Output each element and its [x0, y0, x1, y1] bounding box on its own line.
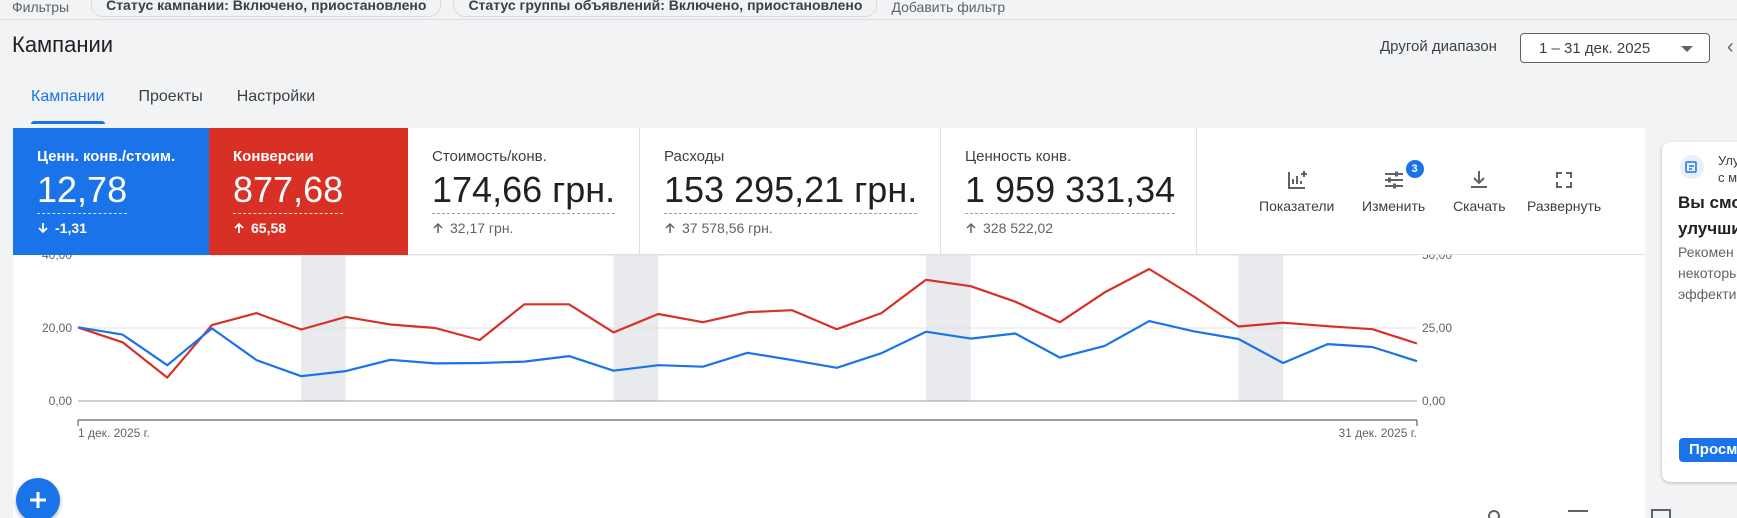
recommendation-title: Улу с м [1718, 152, 1737, 186]
metric-delta: 65,58 [233, 220, 286, 236]
right-axis-tick-label: 50,00 [1422, 255, 1452, 262]
series-line [77, 319, 1418, 378]
performance-chart: 40,00 20,00 0,00 50,00 25,00 0,00 1 дек. 2025 … [42, 255, 1452, 440]
metric-label: Конверсии [233, 148, 314, 165]
recommendation-title-line: с м [1718, 170, 1737, 185]
tab-projects[interactable]: Проекты [138, 88, 203, 105]
plus-icon [30, 492, 46, 508]
metric-value: 1 959 331,34 [965, 168, 1176, 214]
chart-add-icon [1287, 171, 1307, 189]
date-range-label: Другой диапазон [1380, 38, 1497, 55]
expand-button-label: Развернуть [1527, 198, 1602, 214]
metric-delta: -1,31 [37, 220, 87, 236]
tab-settings[interactable]: Настройки [236, 88, 316, 105]
x-axis-end-label: 31 дек. 2025 г. [1338, 426, 1417, 440]
create-button[interactable] [16, 478, 60, 518]
metric-label: Ценн. конв./стоим. [37, 148, 176, 165]
filters-label: Фильтры [12, 0, 70, 15]
left-axis-tick-label: 40,00 [42, 255, 72, 262]
left-axis-tick-label: 0,00 [49, 394, 73, 408]
left-axis-tick-label: 20,00 [42, 321, 72, 335]
metric-value: 174,66 грн. [432, 168, 616, 214]
recommendation-icon [1680, 155, 1704, 179]
metric-delta-value: 65,58 [251, 220, 287, 236]
metric-delta-value: 37 578,56 грн. [682, 220, 773, 236]
expand-button[interactable]: Развернуть [1527, 168, 1601, 214]
recommendation-body-line: некоторы [1678, 265, 1737, 281]
tab-bar: Кампании Проекты Настройки [0, 88, 332, 124]
recommendation-body-line: эффекти [1678, 286, 1737, 302]
metric-label: Расходы [664, 148, 725, 165]
metric-delta: 32,17 грн. [432, 220, 513, 236]
modify-button-label: Изменить [1362, 198, 1426, 214]
add-filter-link[interactable]: Добавить фильтр [891, 0, 1006, 15]
filter-chip-campaign-status[interactable]: Статус кампании: Включено, приостановлен… [91, 0, 442, 17]
metric-delta-value: 32,17 грн. [450, 220, 514, 236]
performance-card: Ценн. конв./стоим. 12,78 -1,31 Конверсии… [13, 128, 1645, 518]
metric-tile-cost[interactable]: Расходы 153 295,21 грн. 37 578,56 грн. [640, 128, 941, 255]
metric-tiles: Ценн. конв./стоим. 12,78 -1,31 Конверсии… [13, 128, 1645, 255]
recommendation-panel[interactable]: Улу с м Вы смож улучшит Рекомен некоторы… [1662, 142, 1737, 482]
metric-label: Ценность конв. [965, 148, 1072, 165]
view-recommendation-button[interactable]: Просм [1679, 438, 1737, 462]
date-range-dropdown[interactable]: 1 – 31 дек. 2025 [1520, 33, 1710, 63]
right-axis-tick-label: 25,00 [1422, 321, 1452, 335]
chart-series [77, 267, 1418, 379]
chevron-down-icon [1681, 46, 1693, 52]
download-button-label: Скачать [1453, 198, 1506, 214]
metric-tile-conversions[interactable]: Конверсии 877,68 65,58 [209, 128, 408, 255]
download-icon [1471, 171, 1488, 188]
tune-icon [1384, 171, 1403, 189]
metric-tile-conv-value[interactable]: Ценность конв. 1 959 331,34 328 522,02 [941, 128, 1197, 255]
arrow-down-icon [38, 223, 48, 234]
chart-toolbar: Показатели 3 Изменить Скачать Развернуть [1197, 128, 1645, 255]
arrow-up-icon [665, 222, 675, 233]
modify-count-badge: 3 [1405, 160, 1424, 178]
metrics-button[interactable]: Показатели [1259, 168, 1334, 214]
metric-delta: 37 578,56 грн. [664, 220, 773, 236]
metric-tile-conv-value-cost[interactable]: Ценн. конв./стоим. 12,78 -1,31 [13, 128, 209, 255]
recommendation-heading-line: Вы смож [1678, 193, 1737, 212]
metric-value: 12,78 [37, 168, 128, 214]
x-axis-start-label: 1 дек. 2025 г. [78, 426, 150, 440]
metric-value: 877,68 [233, 168, 344, 214]
recommendation-body: Рекомен некоторы эффекти [1678, 242, 1737, 305]
modify-button[interactable]: 3 Изменить [1362, 160, 1426, 214]
page-title: Кампании [12, 32, 114, 57]
metric-delta-value: -1,31 [55, 220, 87, 236]
metric-tile-cost-per-conv[interactable]: Стоимость/конв. 174,66 грн. 32,17 грн. [408, 128, 640, 255]
filter-bar: Фильтры Статус кампании: Включено, приос… [0, 0, 1737, 20]
download-button[interactable]: Скачать [1453, 168, 1506, 214]
recommendation-heading-line: улучшит [1678, 219, 1737, 238]
recommendation-heading: Вы смож улучшит [1678, 190, 1737, 242]
series-line [77, 267, 1418, 379]
filter-icon[interactable] [1566, 508, 1590, 518]
arrow-up-icon [433, 222, 443, 233]
arrow-up-icon [234, 222, 244, 233]
chart-gridlines [77, 255, 1418, 426]
metrics-button-label: Показатели [1259, 198, 1335, 214]
recommendation-body-line: Рекомен [1678, 244, 1734, 260]
metric-value: 153 295,21 грн. [664, 168, 918, 214]
chart-axis-labels: 40,00 20,00 0,00 50,00 25,00 0,00 1 дек. 2025 … [42, 255, 1452, 440]
columns-icon[interactable] [1650, 508, 1672, 518]
search-icon[interactable] [1486, 508, 1506, 518]
fullscreen-icon [1556, 172, 1573, 188]
date-range-value: 1 – 31 дек. 2025 [1539, 39, 1651, 57]
arrow-up-icon [966, 222, 976, 233]
metric-label: Стоимость/конв. [432, 148, 547, 165]
filter-chip-adgroup-status[interactable]: Статус группы объявлений: Включено, прио… [453, 0, 878, 17]
recommendation-title-line: Улу [1718, 153, 1737, 168]
metric-delta: 328 522,02 [965, 220, 1053, 236]
right-axis-tick-label: 0,00 [1422, 394, 1446, 408]
chevron-left-icon[interactable]: ‹ [1727, 36, 1734, 58]
metric-delta-value: 328 522,02 [983, 220, 1054, 236]
tab-campaigns[interactable]: Кампании [14, 88, 122, 124]
